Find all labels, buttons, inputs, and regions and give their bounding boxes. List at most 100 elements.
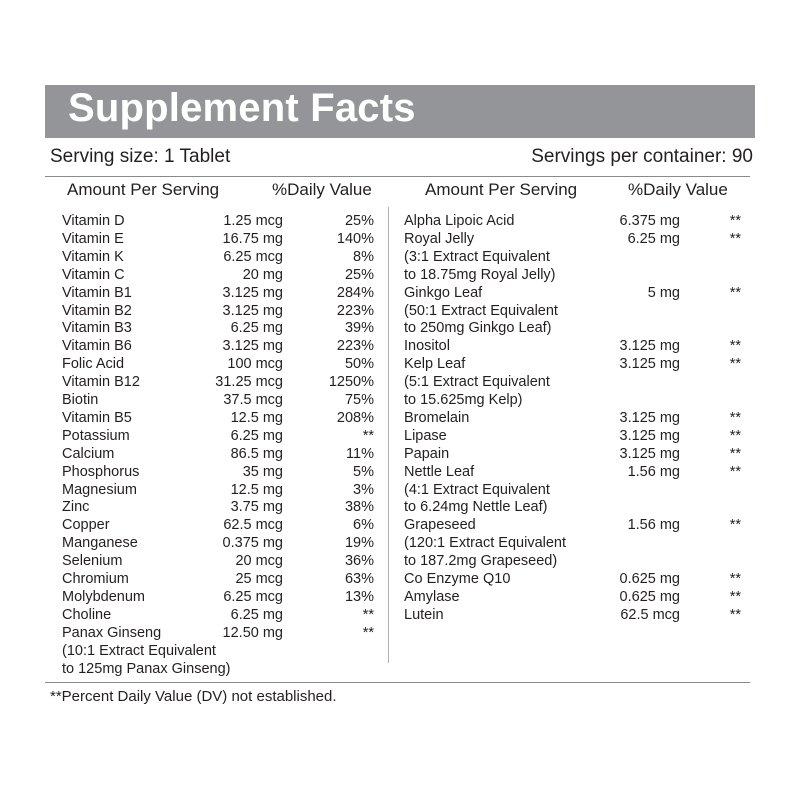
nutrient-row: Vitamin B12 31.25 mcg 1250% xyxy=(0,373,800,391)
nutrient-row: (50:1 Extract Equivalent xyxy=(0,302,800,320)
nutrient-name: Vitamin C xyxy=(62,266,125,283)
nutrient-amount: 6.25 mcg xyxy=(223,248,283,265)
column-divider xyxy=(388,207,389,663)
nutrient-amount: 3.125 mg xyxy=(619,356,680,373)
nutrient-dv: ** xyxy=(362,427,374,444)
nutrient-row: Royal Jelly 6.25 mg ** xyxy=(0,230,800,248)
nutrient-amount: 0.625 mg xyxy=(619,588,680,605)
nutrient-row: Vitamin K 6.25 mcg 8% xyxy=(0,248,800,266)
nutrient-name: Chromium xyxy=(62,571,129,587)
nutrient-name: Vitamin B5 xyxy=(62,409,132,426)
nutrient-name: (50:1 Extract Equivalent xyxy=(404,302,558,319)
nutrient-dv: 5% xyxy=(353,463,374,480)
nutrient-row: Papain 3.125 mg ** xyxy=(0,445,800,463)
nutrient-name: to 187.2mg Grapeseed) xyxy=(404,553,558,570)
nutrient-row: Grapeseed 1.56 mg ** xyxy=(0,516,800,534)
nutrient-amount: 35 mg xyxy=(242,463,283,480)
nutrient-name: Zinc xyxy=(62,499,90,516)
nutrient-dv: ** xyxy=(729,356,741,373)
nutrient-row: Vitamin B1 3.125 mg 284% xyxy=(0,284,800,302)
nutrient-amount: 3.125 mg xyxy=(619,409,680,426)
nutrient-dv: ** xyxy=(729,463,741,480)
nutrient-name: to 125mg Panax Ginseng) xyxy=(62,660,231,677)
nutrient-name: Panax Ginseng xyxy=(62,624,162,641)
left-amount-header: Amount Per Serving xyxy=(67,180,220,199)
nutrient-row: Panax Ginseng 12.50 mg ** xyxy=(0,624,800,642)
nutrient-amount: 1.56 mg xyxy=(627,517,680,534)
nutrient-row: Choline 6.25 mg ** xyxy=(0,606,800,624)
divider-bottom xyxy=(45,682,750,683)
nutrient-amount: 6.375 mg xyxy=(619,213,680,229)
divider-top xyxy=(45,176,750,177)
footnote: **Percent Daily Value (DV) not establish… xyxy=(50,688,337,705)
nutrient-amount: 6.25 mg xyxy=(627,230,680,247)
nutrient-amount: 62.5 mcg xyxy=(620,606,680,623)
nutrient-dv: ** xyxy=(729,606,741,623)
nutrient-amount: 20 mg xyxy=(242,266,283,283)
nutrient-row: to 15.625mg Kelp) xyxy=(0,391,800,409)
nutrient-row: Magnesium 12.5 mg 3% xyxy=(0,481,800,499)
nutrient-amount: 3.75 mg xyxy=(230,499,283,516)
nutrient-row: Alpha Lipoic Acid 6.375 mg ** xyxy=(0,212,800,230)
nutrient-row: (4:1 Extract Equivalent xyxy=(0,481,800,499)
nutrient-amount: 0.625 mg xyxy=(619,571,680,587)
nutrient-dv: 284% xyxy=(336,284,374,301)
nutrient-name: Calcium xyxy=(62,445,115,462)
nutrient-row: Bromelain 3.125 mg ** xyxy=(0,409,800,427)
nutrient-amount: 3.125 mg xyxy=(619,445,680,462)
nutrient-row: Amylase 0.625 mg ** xyxy=(0,588,800,606)
nutrient-row: Vitamin B3 6.25 mg 39% xyxy=(0,319,800,337)
nutrient-dv: 25% xyxy=(344,266,374,283)
nutrient-dv: ** xyxy=(729,409,741,426)
nutrient-dv: 3% xyxy=(353,481,374,498)
nutrient-name: Ginkgo Leaf xyxy=(404,284,483,301)
nutrient-dv: ** xyxy=(729,588,741,605)
nutrient-name: Biotin xyxy=(62,392,99,408)
nutrient-name: Magnesium xyxy=(62,481,137,498)
nutrient-dv: ** xyxy=(729,284,741,301)
nutrient-row: to 250mg Ginkgo Leaf) xyxy=(0,319,800,337)
nutrient-amount: 3.125 mg xyxy=(222,284,283,301)
nutrient-dv: 63% xyxy=(344,571,374,587)
nutrient-row: Calcium 86.5 mg 11% xyxy=(0,445,800,463)
nutrient-dv: 25% xyxy=(344,213,374,229)
nutrient-dv: ** xyxy=(729,427,741,444)
nutrient-row: (5:1 Extract Equivalent xyxy=(0,373,800,391)
nutrient-name: (4:1 Extract Equivalent xyxy=(404,481,550,498)
nutrient-name: Vitamin B12 xyxy=(62,374,140,391)
nutrient-amount: 37.5 mcg xyxy=(223,392,283,408)
nutrient-amount: 6.25 mg xyxy=(230,606,283,623)
nutrient-row: Selenium 20 mcg 36% xyxy=(0,552,800,570)
nutrient-name: Vitamin E xyxy=(62,230,124,247)
nutrient-dv: ** xyxy=(362,606,374,623)
nutrient-amount: 12.5 mg xyxy=(230,409,283,426)
nutrient-dv: 50% xyxy=(344,356,374,373)
nutrient-dv: ** xyxy=(729,445,741,462)
nutrient-name: Vitamin D xyxy=(62,213,125,229)
nutrient-dv: ** xyxy=(729,230,741,247)
nutrient-row: Vitamin D 1.25 mcg 25% xyxy=(0,212,800,230)
nutrient-name: Co Enzyme Q10 xyxy=(404,571,511,587)
nutrient-dv: 140% xyxy=(336,230,374,247)
nutrient-dv: 38% xyxy=(344,499,374,516)
nutrient-row: Biotin 37.5 mcg 75% xyxy=(0,391,800,409)
nutrient-name: Grapeseed xyxy=(404,517,476,534)
nutrient-amount: 1.25 mcg xyxy=(223,213,283,229)
nutrient-amount: 5 mg xyxy=(647,284,680,301)
nutrient-amount: 86.5 mg xyxy=(230,445,283,462)
label-title: Supplement Facts xyxy=(68,86,416,130)
nutrient-name: Lutein xyxy=(404,606,444,623)
nutrient-row: to 18.75mg Royal Jelly) xyxy=(0,266,800,284)
nutrient-dv: 8% xyxy=(353,248,374,265)
nutrient-amount: 25 mcg xyxy=(235,571,283,587)
servings-per-container: Servings per container: 90 xyxy=(531,146,753,167)
nutrient-name: Manganese xyxy=(62,535,138,552)
left-dv-header: %Daily Value xyxy=(272,180,372,199)
nutrient-amount: 31.25 mcg xyxy=(215,374,283,391)
nutrient-amount: 6.25 mcg xyxy=(223,588,283,605)
nutrient-name: Vitamin B3 xyxy=(62,320,132,337)
nutrient-row: (10:1 Extract Equivalent xyxy=(0,642,800,660)
nutrient-amount: 6.25 mg xyxy=(230,427,283,444)
nutrient-name: Copper xyxy=(62,517,110,534)
nutrient-row: Inositol 3.125 mg ** xyxy=(0,337,800,355)
